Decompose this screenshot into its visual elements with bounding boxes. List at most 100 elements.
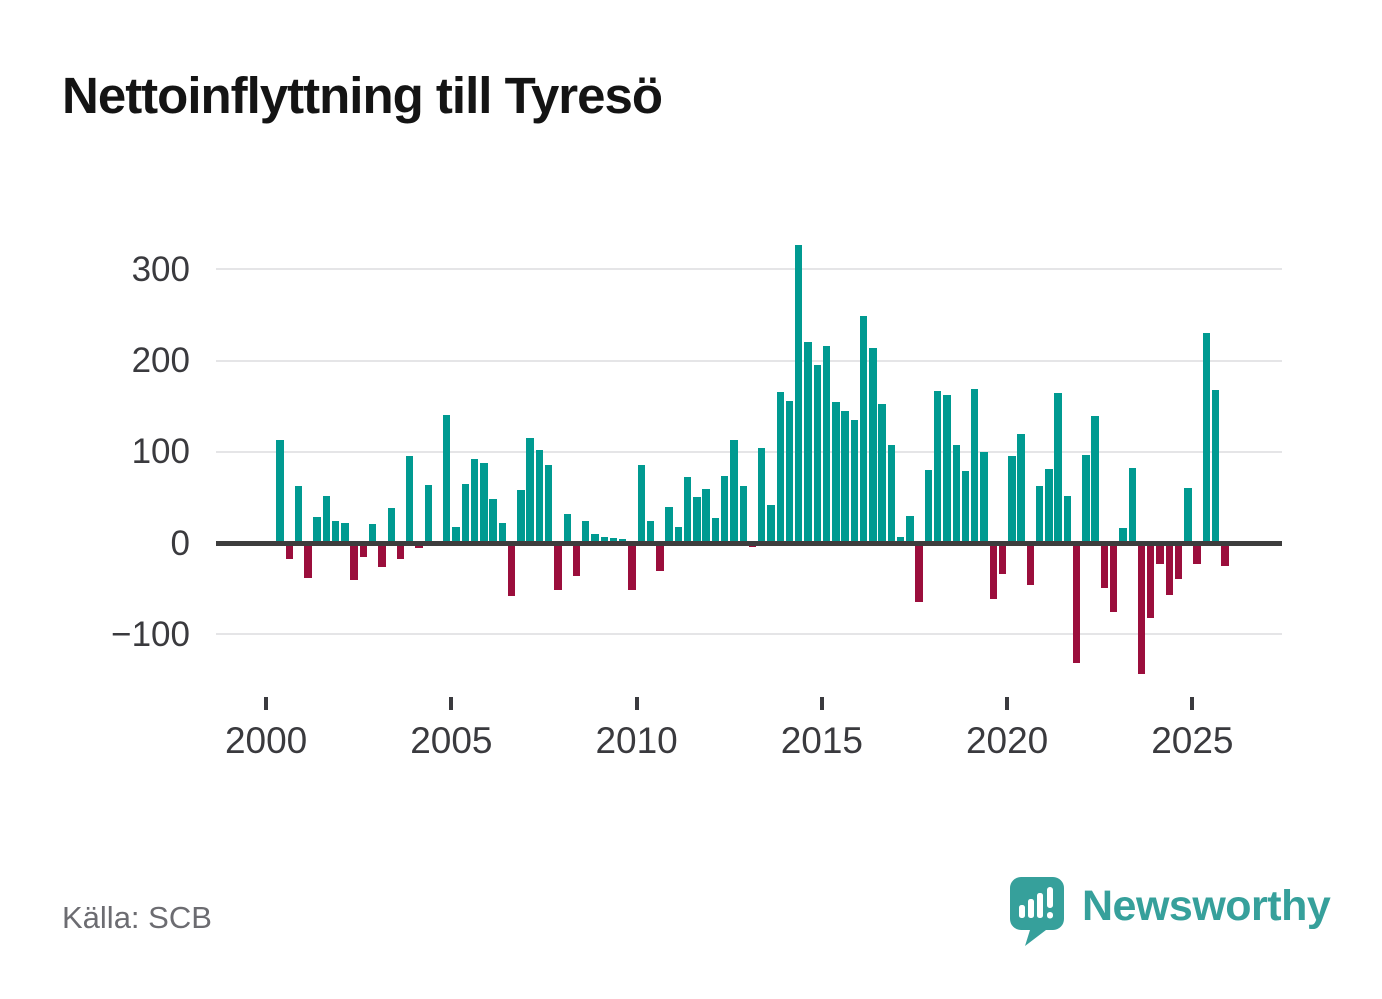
x-axis-label-2005: 2005: [410, 720, 493, 761]
chart-title: Nettoinflyttning till Tyresö: [62, 67, 663, 124]
y-axis-label-100: 100: [131, 432, 190, 472]
bar-2013-Q2: [758, 448, 766, 543]
bar-2010-Q1: [637, 464, 645, 543]
bar-2021-Q4: [1072, 543, 1081, 664]
bar-2019-Q1: [971, 388, 979, 543]
source-note: Källa: SCB: [62, 900, 212, 935]
y-axis-label-300: 300: [131, 249, 190, 289]
bar-2016-Q1: [859, 315, 868, 543]
bar-2006-Q4: [517, 490, 525, 543]
bar-2014-Q1: [785, 400, 794, 543]
bar-2024-Q1: [1156, 543, 1164, 564]
bar-2015-Q2: [832, 401, 840, 543]
bar-2017-Q4: [924, 470, 933, 543]
logo-exclamation-dot: [1047, 912, 1053, 919]
bar-2015-Q4: [850, 419, 859, 543]
logo-exclamation-rod: [1047, 887, 1053, 908]
bar-2008-Q1: [563, 513, 571, 543]
bar-2003-Q2: [387, 508, 395, 543]
logo-mini-bar-1: [1019, 905, 1025, 918]
bar-2003-Q3: [396, 543, 405, 560]
x-axis-label-2025: 2025: [1151, 720, 1234, 761]
bar-2023-Q1: [1119, 528, 1127, 543]
gridline-y-100: [216, 450, 1282, 453]
bar-2021-Q2: [1054, 393, 1062, 543]
logo-mini-bar-2: [1028, 899, 1034, 918]
bar-2016-Q2: [869, 347, 877, 543]
bar-2013-Q4: [776, 391, 784, 543]
x-axis-label-2010: 2010: [595, 720, 678, 761]
bar-2021-Q1: [1045, 469, 1053, 543]
bar-2006-Q3: [507, 543, 516, 596]
bar-2008-Q4: [591, 533, 599, 543]
bar-2001-Q4: [331, 521, 340, 543]
bar-2022-Q2: [1091, 416, 1099, 543]
x-axis-tick-2005: [449, 697, 454, 710]
bar-2012-Q4: [739, 486, 747, 543]
bar-2020-Q3: [1026, 543, 1035, 585]
bar-2014-Q3: [804, 342, 812, 543]
bar-2011-Q1: [674, 527, 683, 543]
bar-2017-Q3: [915, 543, 923, 603]
bar-2010-Q4: [665, 507, 673, 543]
bar-2019-Q3: [989, 543, 997, 599]
bar-2005-Q4: [480, 462, 488, 543]
x-axis-tick-2000: [264, 697, 269, 710]
bar-2007-Q1: [526, 438, 534, 543]
bar-2004-Q1: [415, 543, 423, 549]
bar-2004-Q4: [443, 415, 451, 543]
bar-2017-Q2: [906, 515, 914, 543]
bar-2015-Q1: [822, 345, 831, 543]
bar-2024-Q2: [1165, 543, 1173, 595]
bar-2010-Q2: [646, 521, 655, 543]
bar-2024-Q4: [1184, 488, 1192, 543]
bar-2003-Q1: [378, 543, 386, 567]
bar-2011-Q3: [693, 497, 701, 543]
bar-2007-Q4: [554, 543, 562, 591]
bar-2002-Q1: [341, 522, 349, 543]
logo-mini-bar-3: [1037, 893, 1043, 918]
bar-2006-Q2: [498, 522, 507, 543]
bar-2009-Q4: [628, 543, 636, 590]
bar-2003-Q4: [406, 456, 414, 543]
bar-2013-Q3: [767, 504, 775, 543]
x-axis-tick-2025: [1190, 697, 1195, 710]
bar-2007-Q2: [535, 449, 544, 543]
x-axis-tick-2015: [819, 697, 824, 710]
bar-2018-Q2: [943, 395, 951, 543]
bar-2025-Q3: [1211, 389, 1220, 543]
bar-2025-Q1: [1193, 543, 1201, 564]
bar-2023-Q3: [1137, 543, 1146, 675]
bar-2011-Q4: [702, 489, 710, 543]
bar-2019-Q4: [998, 543, 1007, 575]
bar-2002-Q3: [359, 543, 368, 557]
bar-2005-Q2: [461, 483, 469, 543]
bar-2025-Q4: [1221, 543, 1229, 566]
bar-2016-Q4: [887, 445, 896, 543]
bar-2001-Q3: [322, 495, 331, 543]
bar-2000-Q4: [294, 485, 303, 543]
newsworthy-logo-icon: [1010, 877, 1064, 946]
bar-2023-Q4: [1147, 543, 1155, 618]
bar-2022-Q3: [1100, 543, 1109, 588]
bar-2020-Q1: [1008, 456, 1016, 543]
bar-2012-Q2: [720, 476, 729, 543]
bar-2020-Q2: [1017, 433, 1025, 543]
x-axis-label-2020: 2020: [965, 720, 1049, 761]
bar-2009-Q2: [609, 537, 618, 543]
bar-2014-Q4: [813, 365, 821, 543]
bar-2008-Q2: [572, 543, 581, 576]
bar-2006-Q1: [489, 499, 497, 543]
bar-2004-Q2: [424, 484, 432, 543]
bar-2001-Q1: [304, 543, 312, 578]
x-axis-tick-2020: [1005, 697, 1010, 710]
y-axis-label-200: 200: [131, 341, 190, 381]
x-axis-label-2015: 2015: [780, 720, 863, 761]
bar-2022-Q1: [1082, 455, 1090, 543]
x-axis-zero-line: [216, 540, 1282, 546]
bar-2005-Q1: [452, 527, 460, 543]
bar-2021-Q3: [1063, 496, 1072, 543]
bar-2002-Q4: [368, 523, 377, 543]
gridline-y-300: [216, 268, 1282, 271]
